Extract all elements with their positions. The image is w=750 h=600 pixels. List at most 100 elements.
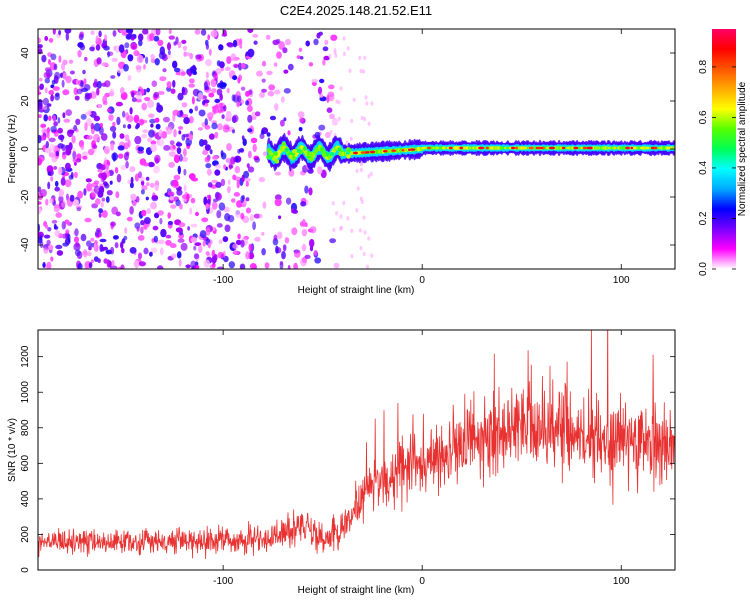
colorbar-tick-label: 0.0 [698,262,709,276]
noise-speckle [148,161,155,168]
noise-speckle [86,182,93,192]
noise-speckle [287,130,291,136]
noise-speckle [211,201,218,210]
noise-speckle [198,109,206,117]
noise-speckle [169,243,177,249]
noise-speckle [141,102,147,111]
noise-speckle [80,113,87,120]
noise-speckle [266,132,271,137]
noise-speckle [150,201,157,210]
noise-speckle [264,262,270,269]
signal-peak [407,148,411,151]
noise-speckle [232,39,238,48]
noise-speckle [194,242,202,247]
noise-speckle [304,222,308,227]
noise-speckle [48,115,52,121]
colorbar-tick-label: 0.8 [698,60,709,74]
noise-speckle [225,157,232,163]
noise-speckle [283,88,291,94]
noise-speckle [235,239,242,246]
noise-speckle [211,122,218,130]
noise-speckle [45,141,49,149]
noise-speckle [348,68,352,73]
noise-speckle [220,82,227,88]
noise-speckle [44,77,50,84]
noise-speckle [145,176,150,181]
noise-speckle [345,140,349,145]
noise-speckle [308,62,314,67]
noise-speckle [52,114,56,122]
spectrogram-panel: -100 0 100 -40 -20 0 20 40 Height of straight … [7,28,676,296]
noise-speckle [314,257,322,264]
noise-speckle [178,126,184,130]
noise-speckle [50,176,54,182]
noise-speckle [74,95,80,101]
noise-speckle [95,44,101,51]
noise-speckle [65,32,70,41]
noise-speckle [183,184,187,192]
noise-speckle [177,238,185,243]
noise-speckle [109,180,113,185]
noise-speckle [174,67,181,73]
noise-speckle [276,51,282,59]
noise-speckle [50,256,54,262]
noise-speckle [98,208,103,214]
signal-peak [586,146,593,150]
noise-speckle [249,214,254,222]
noise-speckle [366,264,369,269]
noise-speckle [142,129,148,134]
noise-speckle [363,55,367,60]
noise-speckle [112,30,117,37]
noise-speckle [65,75,72,84]
noise-speckle [122,110,126,118]
noise-speckle [324,39,329,45]
noise-speckle [240,212,245,220]
noise-speckle [163,144,171,151]
noise-speckle [166,81,172,89]
noise-speckle [207,182,213,188]
noise-speckle [208,92,215,98]
noise-speckle [261,88,267,93]
noise-speckle [38,77,43,82]
noise-speckle [242,138,247,146]
noise-speckle [282,244,287,252]
noise-speckle [60,72,63,79]
noise-speckle [129,247,137,254]
noise-speckle [64,29,72,34]
noise-speckle [78,140,85,148]
noise-speckle [168,151,176,157]
noise-speckle [316,166,323,175]
colorbar-gradient [712,29,736,269]
noise-speckle [369,171,373,177]
noise-speckle [362,69,366,74]
noise-speckle [125,161,129,169]
noise-speckle [86,118,92,127]
noise-speckle [261,248,266,256]
noise-speckle [168,29,172,35]
signal-peak [427,146,431,150]
noise-speckle [205,59,212,67]
noise-speckle [60,134,64,143]
noise-speckle [39,189,47,197]
noise-speckle [259,133,265,140]
noise-speckle [218,44,223,49]
noise-speckle [95,35,99,42]
noise-speckle [106,108,112,113]
noise-speckle [69,70,75,75]
noise-speckle [176,251,182,259]
noise-speckle [74,236,79,243]
noise-speckle [135,64,142,70]
noise-speckle [89,192,96,200]
noise-speckle [89,110,97,118]
signal-blob [347,147,352,153]
signal-blob [319,147,325,152]
noise-speckle [237,77,241,84]
noise-speckle [346,46,350,51]
noise-speckle [252,34,259,38]
noise-speckle [172,80,176,88]
noise-speckle [43,114,48,122]
noise-speckle [239,44,243,49]
noise-speckle [220,152,227,160]
signal-blob [284,147,289,152]
noise-speckle [222,29,227,37]
